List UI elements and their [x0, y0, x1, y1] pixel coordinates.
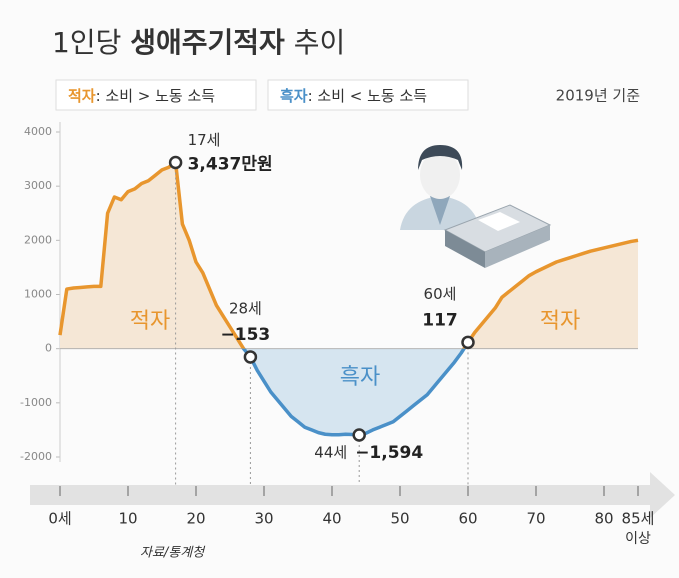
marker	[168, 155, 183, 170]
annotation: 28세	[229, 299, 262, 317]
legend-text: : 소비 > 노동 소득	[96, 87, 216, 105]
money-icon	[443, 204, 552, 268]
y-tick-label: 2000	[24, 233, 52, 246]
y-tick-label: 4000	[24, 125, 52, 138]
title-part: 1인당	[52, 26, 130, 59]
x-tick-label: 80	[594, 510, 613, 528]
legend-entry: 적자: 소비 > 노동 소득	[68, 87, 215, 105]
value-label: 117	[422, 310, 458, 330]
y-tick-label: -1000	[20, 396, 52, 409]
value-label: −153	[221, 325, 271, 345]
marker	[461, 335, 475, 350]
x-tick-label: 10	[118, 510, 137, 528]
x-tick-label: 30	[254, 510, 273, 528]
legend-entry: 흑자: 소비 < 노동 소득	[280, 87, 427, 105]
area	[60, 162, 638, 349]
region-label: 적자	[540, 309, 580, 334]
marker	[243, 350, 258, 364]
y-tick-label: -2000	[20, 450, 52, 463]
y-tick-label: 0	[45, 342, 52, 355]
marker	[352, 428, 366, 442]
y-tick-label: 3000	[24, 179, 52, 192]
x-tick-label: 85세	[622, 510, 655, 528]
subtitle: 2019년 기준	[556, 87, 641, 105]
source: 자료/통계청	[140, 546, 206, 561]
annotation: 60세	[424, 285, 457, 303]
legend-box	[55, 79, 257, 111]
x-tick-label: 50	[390, 510, 409, 528]
legend-name: 적자	[68, 87, 96, 105]
legend-name: 흑자	[280, 87, 308, 105]
title-part: 생애주기적자	[130, 26, 285, 59]
x-tick-note: 이상	[625, 531, 651, 547]
y-tick-label: 1000	[24, 288, 52, 301]
annotation: 17세	[188, 131, 221, 149]
x-tick-label: 0세	[48, 510, 71, 528]
chart-title: 1인당 생애주기적자 추이	[52, 26, 345, 59]
x-tick-label: 70	[526, 510, 545, 528]
annotation: 44세	[314, 444, 347, 462]
value-label: 3,437만원	[188, 154, 273, 174]
title-part: 추이	[285, 26, 345, 59]
x-tick-label: 40	[322, 510, 341, 528]
legend-box	[267, 79, 469, 111]
region-label: 흑자	[340, 365, 380, 390]
value-label: −1,594	[355, 443, 423, 463]
area	[60, 348, 638, 436]
axis-band	[30, 472, 675, 518]
region-label: 적자	[130, 309, 170, 334]
x-tick-label: 60	[458, 510, 477, 528]
line	[58, 160, 639, 349]
person-icon	[400, 145, 480, 230]
legend-text: : 소비 < 노동 소득	[308, 87, 428, 105]
line	[241, 348, 467, 437]
x-tick-label: 20	[186, 510, 205, 528]
